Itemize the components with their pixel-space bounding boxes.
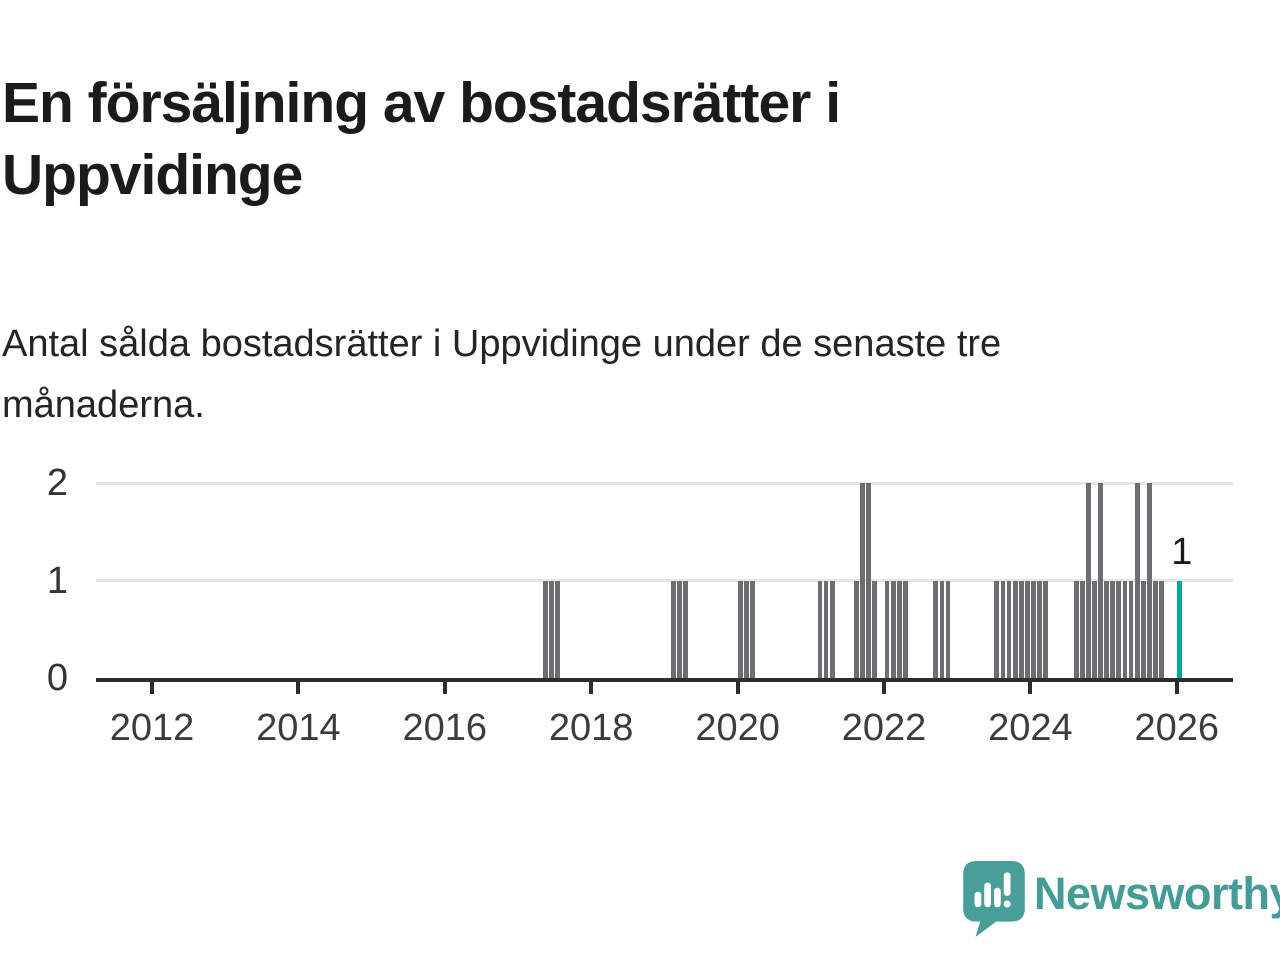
brand-wordmark: Newsworthy bbox=[1034, 868, 1280, 919]
x-axis-tick bbox=[1028, 678, 1033, 694]
bar bbox=[854, 580, 859, 680]
y-gridline bbox=[96, 579, 1233, 582]
x-axis-tick-label: 2018 bbox=[548, 707, 634, 749]
x-axis-tick-label: 2022 bbox=[841, 707, 927, 749]
bar-highlight-latest bbox=[1177, 580, 1182, 680]
bar bbox=[744, 580, 750, 680]
bar bbox=[902, 580, 908, 680]
y-axis-tick-label: 1 bbox=[46, 559, 68, 602]
x-axis-tick-label: 2012 bbox=[109, 707, 195, 749]
bar bbox=[1140, 580, 1146, 680]
bar bbox=[1073, 580, 1079, 680]
bar bbox=[1110, 580, 1116, 680]
bar bbox=[1116, 580, 1122, 680]
bar bbox=[994, 580, 1000, 680]
x-axis-tick bbox=[1174, 678, 1179, 694]
bar-chart: 0 1 2 2012 2014 2016 2018 2020 2022 2024 2026 1 bbox=[0, 460, 1280, 760]
x-axis-tick-label: 2014 bbox=[256, 707, 341, 749]
x-axis-tick bbox=[296, 678, 301, 694]
y-axis-tick-label: 2 bbox=[46, 462, 68, 504]
bar bbox=[829, 580, 835, 680]
bar bbox=[890, 580, 896, 680]
bar bbox=[543, 580, 548, 680]
x-axis-tick bbox=[150, 678, 154, 694]
y-axis-tick-label: 0 bbox=[46, 657, 68, 699]
x-axis-tick bbox=[442, 678, 447, 694]
latest-value-label: 1 bbox=[1171, 531, 1193, 573]
bar bbox=[860, 483, 866, 680]
bar bbox=[1043, 580, 1049, 680]
bar bbox=[1134, 483, 1140, 680]
bar bbox=[555, 580, 561, 680]
bar bbox=[1098, 483, 1103, 680]
bar bbox=[1006, 580, 1012, 680]
bar bbox=[1104, 580, 1110, 680]
bar bbox=[1153, 580, 1158, 680]
x-axis-tick-label: 2024 bbox=[988, 707, 1073, 749]
bar bbox=[872, 580, 878, 680]
bar bbox=[1159, 580, 1164, 680]
bar bbox=[823, 580, 829, 680]
bar bbox=[750, 580, 756, 680]
bar bbox=[945, 580, 951, 680]
bar bbox=[738, 580, 744, 680]
bar bbox=[1037, 580, 1042, 680]
bar bbox=[1024, 580, 1030, 680]
bar bbox=[549, 580, 554, 680]
bar bbox=[896, 580, 902, 680]
page-subtitle: Antal sålda bostadsrätter i Uppvidinge u… bbox=[2, 323, 1002, 426]
bar bbox=[933, 580, 939, 680]
bar bbox=[817, 580, 823, 680]
brand-footer: Newsworthy bbox=[960, 856, 1280, 946]
bar bbox=[1012, 580, 1018, 680]
bar bbox=[1000, 580, 1006, 680]
bar bbox=[1122, 580, 1128, 680]
newsworthy-logo-icon bbox=[963, 861, 1025, 937]
x-axis-line bbox=[96, 678, 1233, 682]
bar bbox=[866, 483, 872, 680]
bar bbox=[1092, 580, 1097, 680]
bar bbox=[939, 580, 945, 680]
bar bbox=[1079, 580, 1085, 680]
bar bbox=[1085, 483, 1091, 680]
y-gridline bbox=[96, 481, 1233, 485]
page-title: En försäljning av bostadsrätter i Uppvid… bbox=[2, 71, 841, 207]
bar bbox=[1128, 580, 1134, 680]
x-axis-tick bbox=[589, 678, 594, 694]
bar bbox=[1018, 580, 1024, 680]
bar bbox=[1031, 580, 1036, 680]
bar bbox=[884, 580, 890, 680]
x-axis-tick-label: 2026 bbox=[1134, 707, 1220, 749]
x-axis-tick-label: 2020 bbox=[695, 707, 780, 749]
x-axis-tick bbox=[735, 678, 740, 694]
bar bbox=[671, 580, 676, 680]
bar bbox=[683, 580, 689, 680]
x-axis-tick-label: 2016 bbox=[402, 707, 488, 749]
bar bbox=[677, 580, 683, 680]
bar bbox=[1146, 483, 1152, 680]
x-axis-tick bbox=[882, 678, 886, 694]
